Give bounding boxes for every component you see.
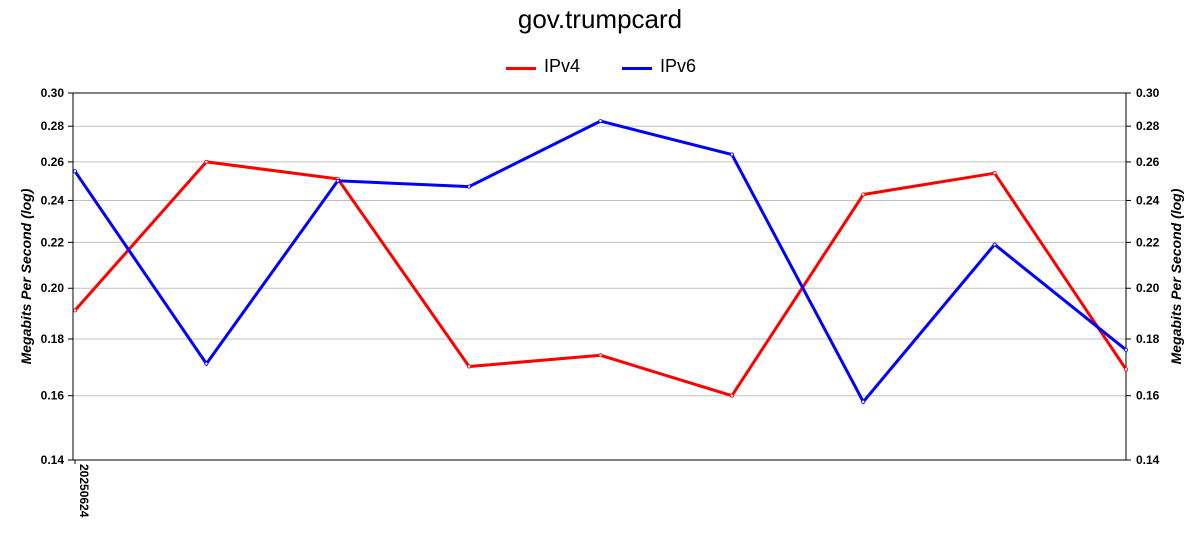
legend-swatch-ipv4 [506,67,536,70]
y-tick-label-left: 0.26 [41,155,65,169]
data-point-ipv6 [861,399,866,404]
y-tick-label-right: 0.24 [1136,193,1160,207]
plot-area-border [72,92,1127,461]
y-axis-title-right: Megabits Per Second (log) [1168,188,1184,364]
y-axis-title-left: Megabits Per Second (log) [18,188,34,364]
data-point-ipv6 [598,119,603,124]
y-tick-label-left: 0.20 [41,281,65,295]
data-point-ipv6 [73,169,78,174]
data-point-ipv6 [467,184,472,189]
series-line-ipv6 [73,119,1127,405]
y-tick-label-right: 0.16 [1136,389,1160,403]
y-tick-label-right: 0.30 [1136,86,1160,100]
legend-label-ipv4: IPv4 [544,56,581,76]
y-tick-label-left: 0.16 [41,389,65,403]
legend-swatch-ipv6 [622,67,652,70]
data-point-ipv4 [1124,367,1129,372]
data-point-ipv4 [729,393,734,398]
data-point-ipv4 [598,353,603,358]
data-point-ipv6 [729,152,734,157]
x-tick-label-0: 20250624 [77,464,91,518]
y-tick-label-right: 0.28 [1136,119,1160,133]
y-tick-label-left: 0.28 [41,119,65,133]
legend-label-ipv6: IPv6 [660,56,697,76]
data-point-ipv4 [467,364,472,369]
y-tick-label-right: 0.20 [1136,281,1160,295]
legend: IPv4 IPv6 [0,56,1200,80]
y-tick-label-right: 0.22 [1136,235,1160,249]
data-point-ipv6 [992,242,997,247]
data-point-ipv4 [73,308,78,313]
data-point-ipv4 [204,159,209,164]
data-point-ipv4 [992,171,997,176]
data-point-ipv6 [335,178,340,183]
y-tick-label-left: 0.24 [41,193,65,207]
y-tick-label-left: 0.22 [41,235,65,249]
y-tick-label-left: 0.30 [41,86,65,100]
data-point-ipv6 [204,361,209,366]
y-tick-label-left: 0.18 [41,332,65,346]
y-tick-label-right: 0.18 [1136,332,1160,346]
y-tick-label-right: 0.26 [1136,155,1160,169]
y-tick-label-left: 0.14 [41,453,65,467]
chart-title: gov.trumpcard [517,4,683,34]
y-tick-label-right: 0.14 [1136,453,1160,467]
data-point-ipv6 [1124,347,1129,352]
data-point-ipv4 [861,192,866,197]
series-line-ipv4 [73,160,1128,398]
